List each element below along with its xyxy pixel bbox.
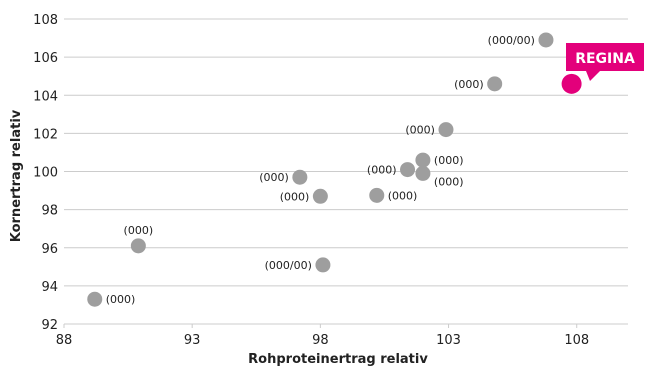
y-tick-label: 100 <box>33 166 58 181</box>
point-labels: (000/00) (000) (000) (000) (000) (000) (000) (0… <box>106 34 535 306</box>
y-tick-label: 94 <box>41 280 58 295</box>
point-label: (000) <box>259 171 289 184</box>
callout-pointer <box>586 71 600 81</box>
point-label: (000) <box>434 175 464 188</box>
y-axis-ticks: 92 94 96 98 100 102 104 106 108 <box>33 13 58 333</box>
x-tick-label: 88 <box>56 333 73 348</box>
y-tick-label: 104 <box>33 89 58 104</box>
data-point <box>130 238 146 254</box>
point-label: (000) <box>124 224 154 237</box>
data-point <box>487 76 503 92</box>
y-tick-label: 96 <box>41 242 58 257</box>
y-tick-label: 92 <box>41 318 58 333</box>
y-tick-label: 102 <box>33 127 58 142</box>
point-label: (000) <box>388 189 418 202</box>
y-axis-title: Kornertrag relativ <box>9 109 24 242</box>
y-tick-label: 108 <box>33 13 58 28</box>
point-label: (000) <box>405 124 435 137</box>
point-label: (000) <box>280 190 310 203</box>
x-tick-label: 103 <box>436 333 461 348</box>
callout-box <box>566 43 644 71</box>
data-point <box>400 162 416 178</box>
point-label: (000) <box>454 78 484 91</box>
data-point <box>369 187 385 203</box>
x-tick-label: 93 <box>184 333 201 348</box>
data-points <box>87 32 582 307</box>
point-label: (000) <box>434 154 464 167</box>
highlight-point <box>561 73 582 94</box>
data-point <box>415 165 431 181</box>
y-tick-label: 106 <box>33 51 58 66</box>
data-point <box>312 188 328 204</box>
x-tick-label: 98 <box>312 333 329 348</box>
x-axis-title: Rohproteinertrag relativ <box>248 352 428 367</box>
highlight-callout: REGINA <box>566 43 644 81</box>
point-label: (000/00) <box>265 259 312 272</box>
point-label: (000/00) <box>488 34 535 47</box>
data-point <box>292 169 308 185</box>
data-point <box>438 122 454 138</box>
highlight-label: REGINA <box>575 51 635 67</box>
data-point <box>538 32 554 48</box>
data-point <box>415 152 431 168</box>
y-tick-label: 98 <box>41 204 58 219</box>
point-label: (000) <box>106 293 136 306</box>
point-label: (000) <box>367 164 397 177</box>
x-tick-label: 108 <box>564 333 589 348</box>
x-axis-ticks: 88 93 98 103 108 <box>56 324 589 348</box>
data-point <box>87 291 103 307</box>
data-point <box>315 257 331 273</box>
grid-lines <box>64 18 628 325</box>
